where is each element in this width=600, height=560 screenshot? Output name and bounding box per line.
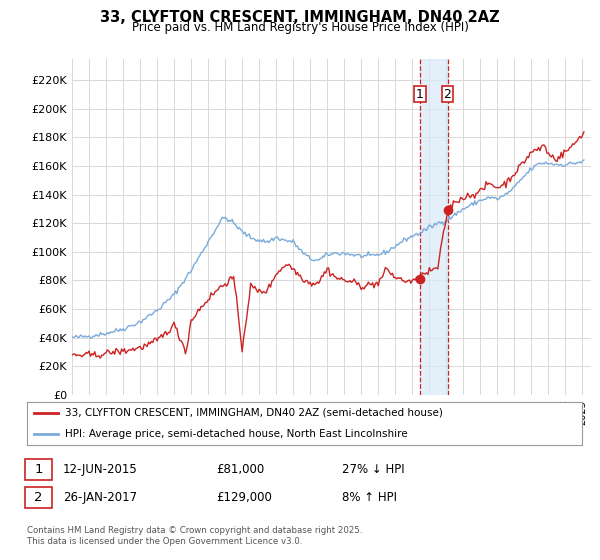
Text: £129,000: £129,000 — [216, 491, 272, 504]
Text: 8% ↑ HPI: 8% ↑ HPI — [342, 491, 397, 504]
Bar — [420, 59, 448, 395]
Text: 26-JAN-2017: 26-JAN-2017 — [63, 491, 137, 504]
Text: Contains HM Land Registry data © Crown copyright and database right 2025.
This d: Contains HM Land Registry data © Crown c… — [27, 526, 362, 546]
Text: £81,000: £81,000 — [216, 463, 264, 476]
Text: 33, CLYFTON CRESCENT, IMMINGHAM, DN40 2AZ: 33, CLYFTON CRESCENT, IMMINGHAM, DN40 2A… — [100, 10, 500, 25]
Text: 12-JUN-2015: 12-JUN-2015 — [63, 463, 138, 476]
Text: 2: 2 — [34, 491, 43, 504]
Text: Price paid vs. HM Land Registry's House Price Index (HPI): Price paid vs. HM Land Registry's House … — [131, 21, 469, 34]
Text: 1: 1 — [416, 87, 424, 101]
Text: 33, CLYFTON CRESCENT, IMMINGHAM, DN40 2AZ (semi-detached house): 33, CLYFTON CRESCENT, IMMINGHAM, DN40 2A… — [65, 408, 443, 418]
Text: 27% ↓ HPI: 27% ↓ HPI — [342, 463, 404, 476]
Text: 2: 2 — [443, 87, 451, 101]
Text: 1: 1 — [34, 463, 43, 476]
Text: HPI: Average price, semi-detached house, North East Lincolnshire: HPI: Average price, semi-detached house,… — [65, 429, 407, 439]
